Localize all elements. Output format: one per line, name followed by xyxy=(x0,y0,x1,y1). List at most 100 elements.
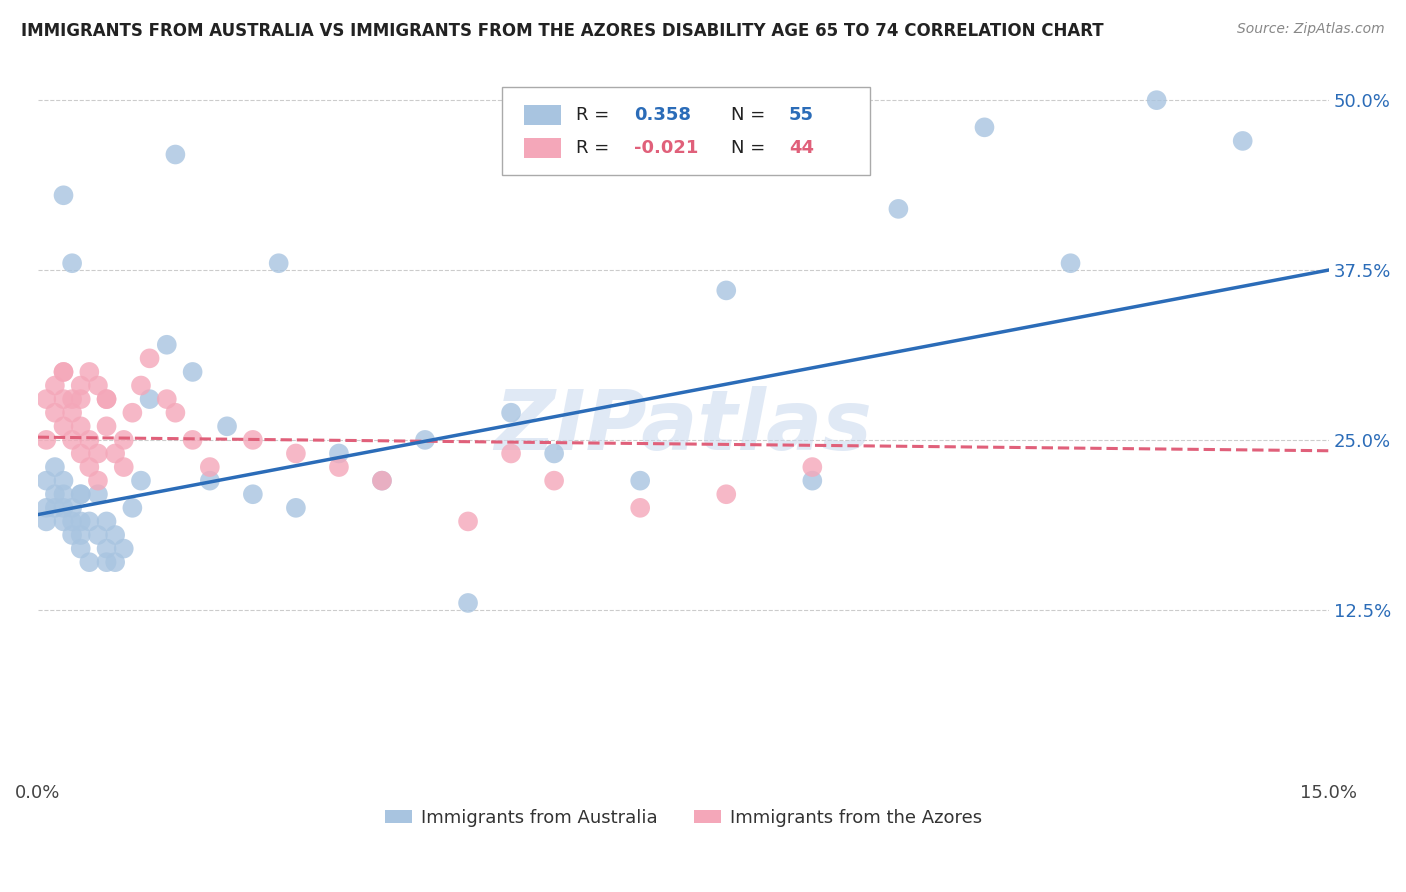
Point xyxy=(121,500,143,515)
Point xyxy=(543,474,565,488)
Point xyxy=(69,528,91,542)
Point xyxy=(44,460,66,475)
Point xyxy=(60,256,83,270)
Point xyxy=(215,419,238,434)
Point xyxy=(44,406,66,420)
Point xyxy=(60,515,83,529)
Point xyxy=(52,365,75,379)
Point xyxy=(104,446,127,460)
Point xyxy=(129,474,152,488)
Point xyxy=(242,487,264,501)
Point xyxy=(198,474,221,488)
Point xyxy=(52,515,75,529)
Text: -0.021: -0.021 xyxy=(634,139,699,157)
Point xyxy=(60,406,83,420)
Text: Source: ZipAtlas.com: Source: ZipAtlas.com xyxy=(1237,22,1385,37)
Point xyxy=(181,433,204,447)
Point xyxy=(1146,93,1168,107)
Point xyxy=(165,147,187,161)
Point xyxy=(44,378,66,392)
Text: ZIPatlas: ZIPatlas xyxy=(495,386,872,467)
Point xyxy=(52,474,75,488)
Point xyxy=(96,541,118,556)
Point xyxy=(52,419,75,434)
Point xyxy=(371,474,394,488)
Point xyxy=(35,392,58,406)
Point xyxy=(501,446,523,460)
Point xyxy=(79,555,101,569)
Text: R =: R = xyxy=(576,139,609,157)
Bar xyxy=(524,138,561,158)
Point xyxy=(801,474,824,488)
Point xyxy=(328,460,350,475)
Point xyxy=(87,378,110,392)
Point xyxy=(457,515,479,529)
Point xyxy=(69,378,91,392)
Point xyxy=(69,392,91,406)
Point xyxy=(138,392,160,406)
Point xyxy=(44,487,66,501)
Point xyxy=(716,487,738,501)
Point xyxy=(69,487,91,501)
Point xyxy=(69,487,91,501)
Point xyxy=(35,433,58,447)
Point xyxy=(35,500,58,515)
Point xyxy=(104,528,127,542)
Point xyxy=(457,596,479,610)
Point xyxy=(87,528,110,542)
Legend: Immigrants from Australia, Immigrants from the Azores: Immigrants from Australia, Immigrants fr… xyxy=(377,802,988,834)
Point xyxy=(501,406,523,420)
Point xyxy=(165,406,187,420)
Point xyxy=(79,515,101,529)
Text: 0.358: 0.358 xyxy=(634,105,692,124)
Point xyxy=(52,487,75,501)
Point xyxy=(87,446,110,460)
Point xyxy=(138,351,160,366)
Point xyxy=(284,500,307,515)
Text: IMMIGRANTS FROM AUSTRALIA VS IMMIGRANTS FROM THE AZORES DISABILITY AGE 65 TO 74 : IMMIGRANTS FROM AUSTRALIA VS IMMIGRANTS … xyxy=(21,22,1104,40)
Point xyxy=(60,433,83,447)
Point xyxy=(60,500,83,515)
Point xyxy=(96,555,118,569)
Point xyxy=(96,515,118,529)
Point xyxy=(96,392,118,406)
Point xyxy=(413,433,436,447)
Point xyxy=(112,433,135,447)
Point xyxy=(284,446,307,460)
Point xyxy=(801,460,824,475)
Text: R =: R = xyxy=(576,105,609,124)
Point xyxy=(79,365,101,379)
Point xyxy=(69,541,91,556)
Text: N =: N = xyxy=(731,105,765,124)
Text: 55: 55 xyxy=(789,105,814,124)
Point xyxy=(156,338,179,352)
Point xyxy=(267,256,290,270)
Point xyxy=(69,419,91,434)
Point xyxy=(69,515,91,529)
Point xyxy=(628,500,651,515)
Point xyxy=(79,433,101,447)
Point xyxy=(52,188,75,202)
Text: N =: N = xyxy=(731,139,765,157)
Point xyxy=(87,487,110,501)
Point xyxy=(96,419,118,434)
Point xyxy=(543,446,565,460)
Point xyxy=(973,120,995,135)
Point xyxy=(129,378,152,392)
Point xyxy=(52,500,75,515)
Bar xyxy=(524,104,561,125)
Point xyxy=(628,474,651,488)
Point xyxy=(87,474,110,488)
Point xyxy=(716,284,738,298)
Point xyxy=(69,446,91,460)
Point xyxy=(44,500,66,515)
Point xyxy=(35,515,58,529)
Point xyxy=(79,460,101,475)
Point xyxy=(887,202,910,216)
Text: 44: 44 xyxy=(789,139,814,157)
Point xyxy=(1232,134,1254,148)
Point xyxy=(104,555,127,569)
Point xyxy=(371,474,394,488)
Point xyxy=(198,460,221,475)
Point xyxy=(112,460,135,475)
